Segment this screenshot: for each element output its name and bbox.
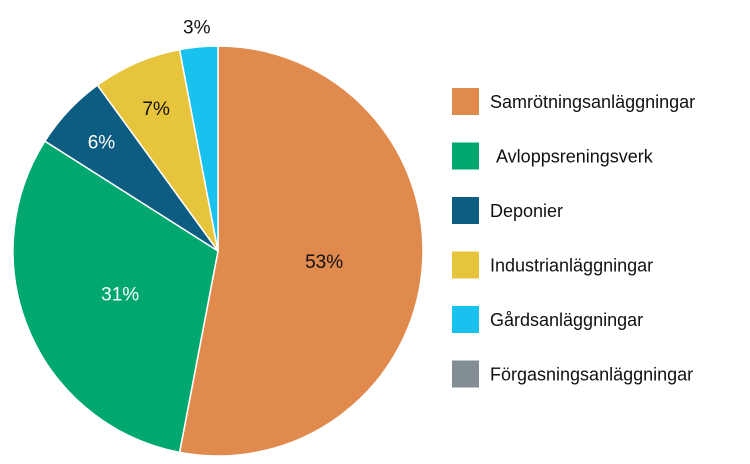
slice-label-avloppsreningsverk: 31% [101,284,139,305]
legend-label-forgasningsanlaggningar: Förgasningsanläggningar [490,365,693,385]
slice-label-deponier: 6% [88,133,116,154]
legend-swatch-gardsanlaggningar [452,306,479,333]
legend-swatch-samrotningsanlaggningar [452,88,479,115]
slice-label-industrianlaggningar: 7% [142,99,170,120]
legend-label-deponier: Deponier [490,201,563,221]
legend: Samrötningsanläggningar Avloppsreningsver… [452,88,695,388]
legend-label-industrianlaggningar: Industrianläggningar [490,256,653,276]
legend-item-industrianlaggningar: Industrianläggningar [452,251,653,279]
pie-slice-samrotningsanlaggningar [178,45,424,457]
legend-label-avloppsreningsverk: Avloppsreningsverk [496,147,654,167]
pie-slice-labels: 53% 31% 6% 7% 3% [88,18,344,306]
legend-label-samrotningsanlaggningar: Samrötningsanläggningar [490,92,695,112]
legend-item-gardsanlaggningar: Gårdsanläggningar [452,306,643,333]
pie-slices [12,45,424,457]
legend-swatch-industrianlaggningar [452,251,479,279]
legend-label-gardsanlaggningar: Gårdsanläggningar [490,310,643,330]
legend-swatch-avloppsreningsverk [452,142,479,170]
pie-slice-gardsanlaggningar [178,45,219,252]
legend-item-deponier: Deponier [452,197,563,224]
legend-item-samrotningsanlaggningar: Samrötningsanläggningar [452,88,695,115]
legend-item-forgasningsanlaggningar: Förgasningsanläggningar [452,360,693,388]
legend-swatch-forgasningsanlaggningar [452,360,479,388]
slice-label-samrotningsanlaggningar: 53% [305,252,343,273]
legend-swatch-deponier [452,197,479,224]
slice-label-gardsanlaggningar: 3% [183,18,211,39]
legend-item-avloppsreningsverk: Avloppsreningsverk [452,142,654,170]
